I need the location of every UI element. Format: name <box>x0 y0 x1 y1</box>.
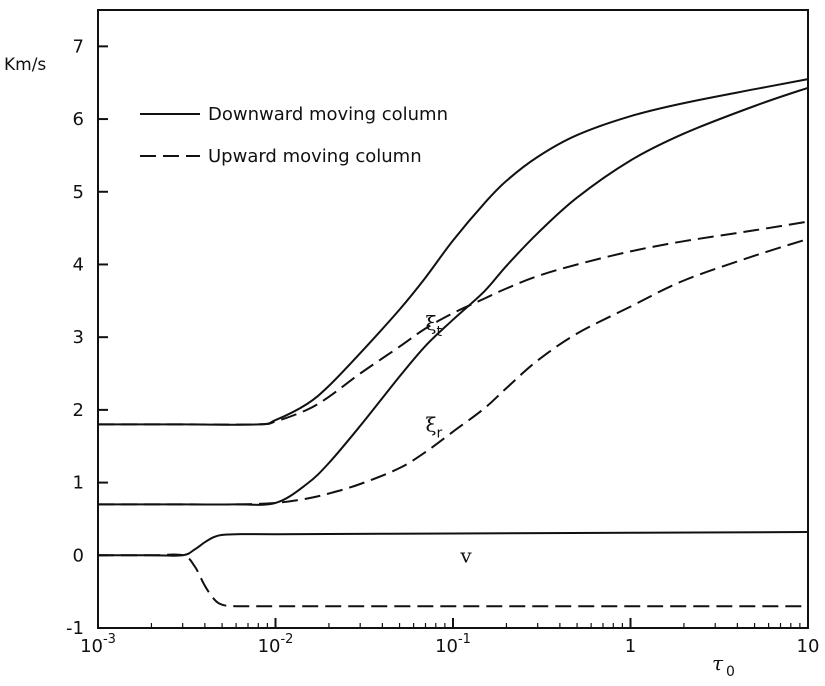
y-axis-title: Km/s <box>4 55 46 75</box>
legend-label-downward: Downward moving column <box>208 104 448 125</box>
y-tick-label: 3 <box>73 327 84 348</box>
y-tick-label: 4 <box>73 254 84 275</box>
xi-t-downward-curve <box>98 78 809 426</box>
xi-t-upward-curve <box>98 220 809 426</box>
annotation-xi_t: ξt <box>426 311 443 340</box>
x-tick-label: 1 <box>625 636 636 657</box>
curve-annotations: ξt ξr v <box>426 311 473 568</box>
x-axis-title-symbol: τ <box>712 651 724 675</box>
v-upward-curve <box>97 553 808 608</box>
xi-r-upward-curve <box>97 238 809 506</box>
legend: Downward moving column Upward moving col… <box>140 104 448 167</box>
curves <box>97 78 809 608</box>
y-tick-label: 7 <box>73 36 84 57</box>
legend-label-upward: Upward moving column <box>208 146 422 167</box>
annotation-xi_r: ξr <box>426 413 443 442</box>
x-tick-label: 10-2 <box>258 632 294 657</box>
x-axis-title-subscript: 0 <box>726 664 735 680</box>
y-tick-label: 6 <box>73 109 84 130</box>
x-tick-label: 10-3 <box>80 632 116 657</box>
x-tick-label: 10-1 <box>435 632 471 657</box>
y-tick-label: 1 <box>73 473 84 494</box>
x-tick-label: 10 <box>797 636 820 657</box>
y-tick-label: 0 <box>73 545 84 566</box>
y-tick-label: 5 <box>73 182 84 203</box>
xi-r-downward-curve <box>97 86 809 506</box>
y-tick-label: -1 <box>66 618 84 639</box>
y-tick-label: 2 <box>73 400 84 421</box>
annotation-v: v <box>459 544 472 568</box>
x-axis-title: τ 0 <box>712 651 735 680</box>
v-downward-curve <box>97 531 809 557</box>
